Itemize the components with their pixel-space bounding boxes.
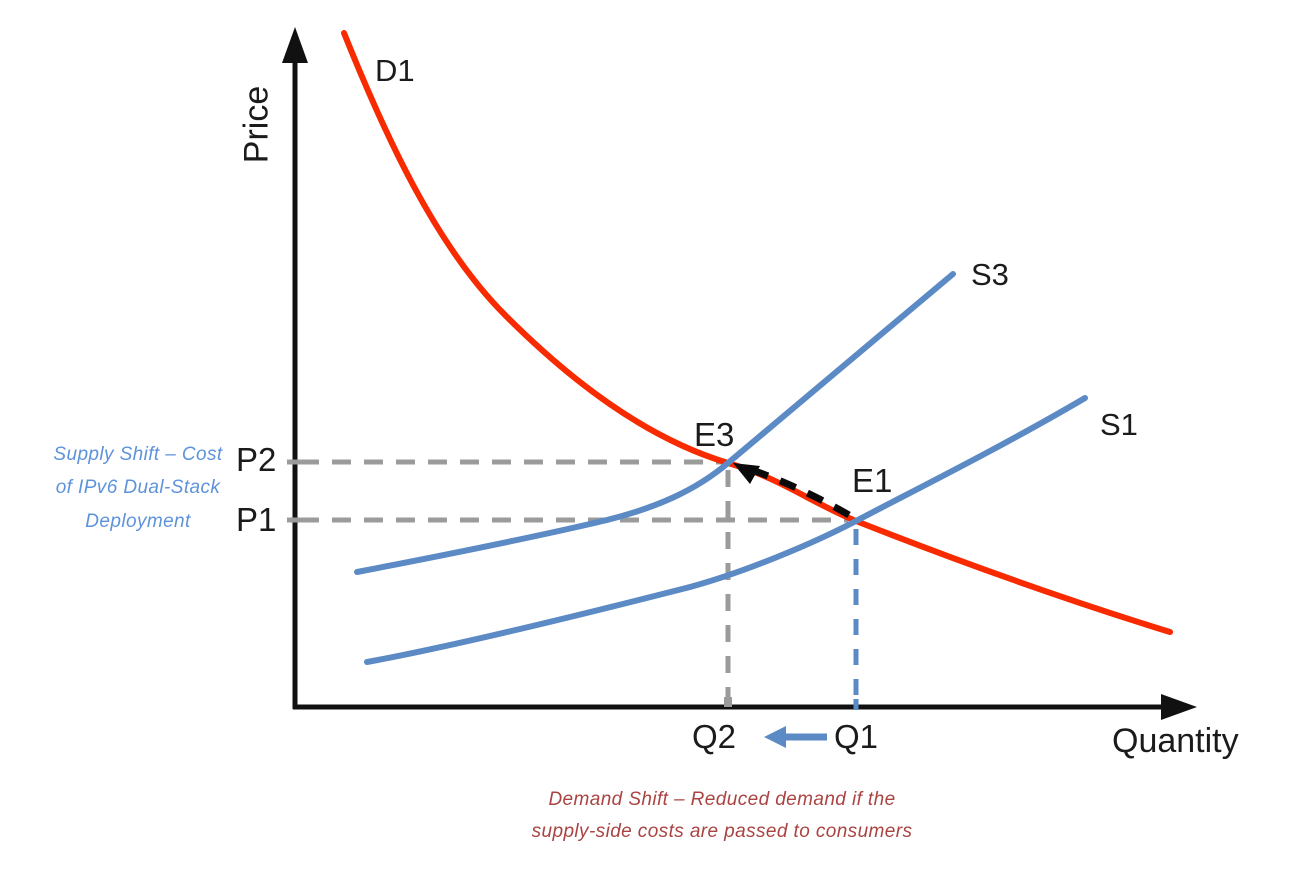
price-p1-label: P1 xyxy=(236,501,277,538)
supply-curve-s1 xyxy=(364,395,1088,665)
price-axis-label: Price xyxy=(237,85,276,164)
equilibrium-e3-label: E3 xyxy=(694,416,735,453)
supply-shift-annotation: Supply Shift – Cost of IPv6 Dual-Stack D… xyxy=(53,444,223,532)
equilibrium-shift-arrow xyxy=(753,467,851,519)
supply-s3-label: S3 xyxy=(971,257,1009,292)
x-axis-arrowhead-icon xyxy=(1161,694,1197,720)
quantity-q2-label: Q2 xyxy=(692,718,737,755)
supply-s1-label: S1 xyxy=(1100,407,1138,442)
equilibrium-e1-label: E1 xyxy=(852,462,893,499)
y-axis-arrowhead-icon xyxy=(282,27,308,63)
price-p2-label: P2 xyxy=(236,441,277,478)
quantity-axis-label: Quantity xyxy=(1112,722,1239,760)
quantity-q1-label: Q1 xyxy=(834,718,879,755)
equilibrium-shift-arrowhead-icon xyxy=(733,463,760,484)
supply-curve-s3 xyxy=(354,271,956,575)
demand-shift-annotation: Demand Shift – Reduced demand if the sup… xyxy=(531,789,913,843)
quantity-shift-arrowhead-icon xyxy=(764,726,786,748)
demand-curve-d1 xyxy=(341,30,1173,635)
demand-curve-label: D1 xyxy=(375,53,415,88)
